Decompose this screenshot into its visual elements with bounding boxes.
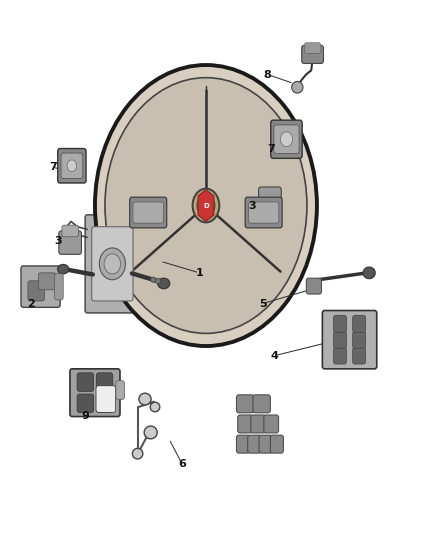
FancyBboxPatch shape <box>258 187 281 211</box>
FancyBboxPatch shape <box>77 373 94 391</box>
FancyBboxPatch shape <box>96 373 113 391</box>
FancyBboxPatch shape <box>302 45 323 63</box>
Ellipse shape <box>105 78 307 333</box>
FancyBboxPatch shape <box>130 197 167 228</box>
Ellipse shape <box>158 278 170 289</box>
Ellipse shape <box>104 254 120 274</box>
FancyBboxPatch shape <box>96 394 113 413</box>
Ellipse shape <box>151 277 156 282</box>
FancyBboxPatch shape <box>59 231 81 254</box>
FancyBboxPatch shape <box>333 331 346 348</box>
Text: 7: 7 <box>267 144 275 154</box>
Text: 9: 9 <box>81 411 89 421</box>
FancyBboxPatch shape <box>245 197 282 228</box>
FancyBboxPatch shape <box>304 43 321 53</box>
Ellipse shape <box>139 393 151 405</box>
FancyBboxPatch shape <box>96 386 116 413</box>
Polygon shape <box>198 190 214 221</box>
FancyBboxPatch shape <box>85 215 140 313</box>
FancyBboxPatch shape <box>116 381 124 399</box>
Ellipse shape <box>363 267 375 279</box>
FancyBboxPatch shape <box>261 205 278 216</box>
Ellipse shape <box>144 426 157 439</box>
FancyBboxPatch shape <box>238 415 253 433</box>
FancyBboxPatch shape <box>237 395 254 413</box>
FancyBboxPatch shape <box>248 202 279 223</box>
Ellipse shape <box>67 160 77 172</box>
FancyBboxPatch shape <box>353 347 366 364</box>
FancyBboxPatch shape <box>353 331 366 348</box>
FancyBboxPatch shape <box>353 316 366 332</box>
Ellipse shape <box>155 278 160 284</box>
Text: 7: 7 <box>49 162 57 172</box>
Ellipse shape <box>95 65 317 346</box>
FancyBboxPatch shape <box>28 281 45 301</box>
Text: 1: 1 <box>195 268 203 278</box>
Ellipse shape <box>193 189 219 222</box>
Ellipse shape <box>150 402 160 412</box>
FancyBboxPatch shape <box>306 278 321 294</box>
FancyBboxPatch shape <box>248 435 261 453</box>
Text: 8: 8 <box>264 70 272 79</box>
FancyBboxPatch shape <box>333 316 346 332</box>
FancyBboxPatch shape <box>133 202 163 223</box>
FancyBboxPatch shape <box>39 273 56 290</box>
Text: 2: 2 <box>27 298 35 309</box>
FancyBboxPatch shape <box>92 227 133 301</box>
Ellipse shape <box>292 82 303 93</box>
FancyBboxPatch shape <box>21 266 60 308</box>
Ellipse shape <box>132 448 143 459</box>
FancyBboxPatch shape <box>322 311 377 369</box>
Text: D: D <box>203 203 209 208</box>
FancyBboxPatch shape <box>54 273 63 300</box>
FancyBboxPatch shape <box>251 415 265 433</box>
FancyBboxPatch shape <box>259 435 272 453</box>
Text: 3: 3 <box>248 200 255 211</box>
FancyBboxPatch shape <box>253 395 270 413</box>
FancyBboxPatch shape <box>61 153 83 179</box>
FancyBboxPatch shape <box>274 125 299 154</box>
FancyBboxPatch shape <box>77 394 94 413</box>
FancyBboxPatch shape <box>333 347 346 364</box>
Text: 5: 5 <box>259 298 266 309</box>
FancyBboxPatch shape <box>264 415 279 433</box>
Text: 6: 6 <box>178 459 186 469</box>
FancyBboxPatch shape <box>70 369 120 417</box>
Ellipse shape <box>57 264 69 274</box>
FancyBboxPatch shape <box>270 435 283 453</box>
Text: 4: 4 <box>271 351 279 361</box>
FancyBboxPatch shape <box>58 149 86 183</box>
FancyBboxPatch shape <box>237 435 250 453</box>
Ellipse shape <box>197 195 215 217</box>
Ellipse shape <box>280 132 293 147</box>
Ellipse shape <box>99 248 125 280</box>
FancyBboxPatch shape <box>271 120 302 158</box>
FancyBboxPatch shape <box>62 225 78 237</box>
Text: 3: 3 <box>54 236 62 246</box>
